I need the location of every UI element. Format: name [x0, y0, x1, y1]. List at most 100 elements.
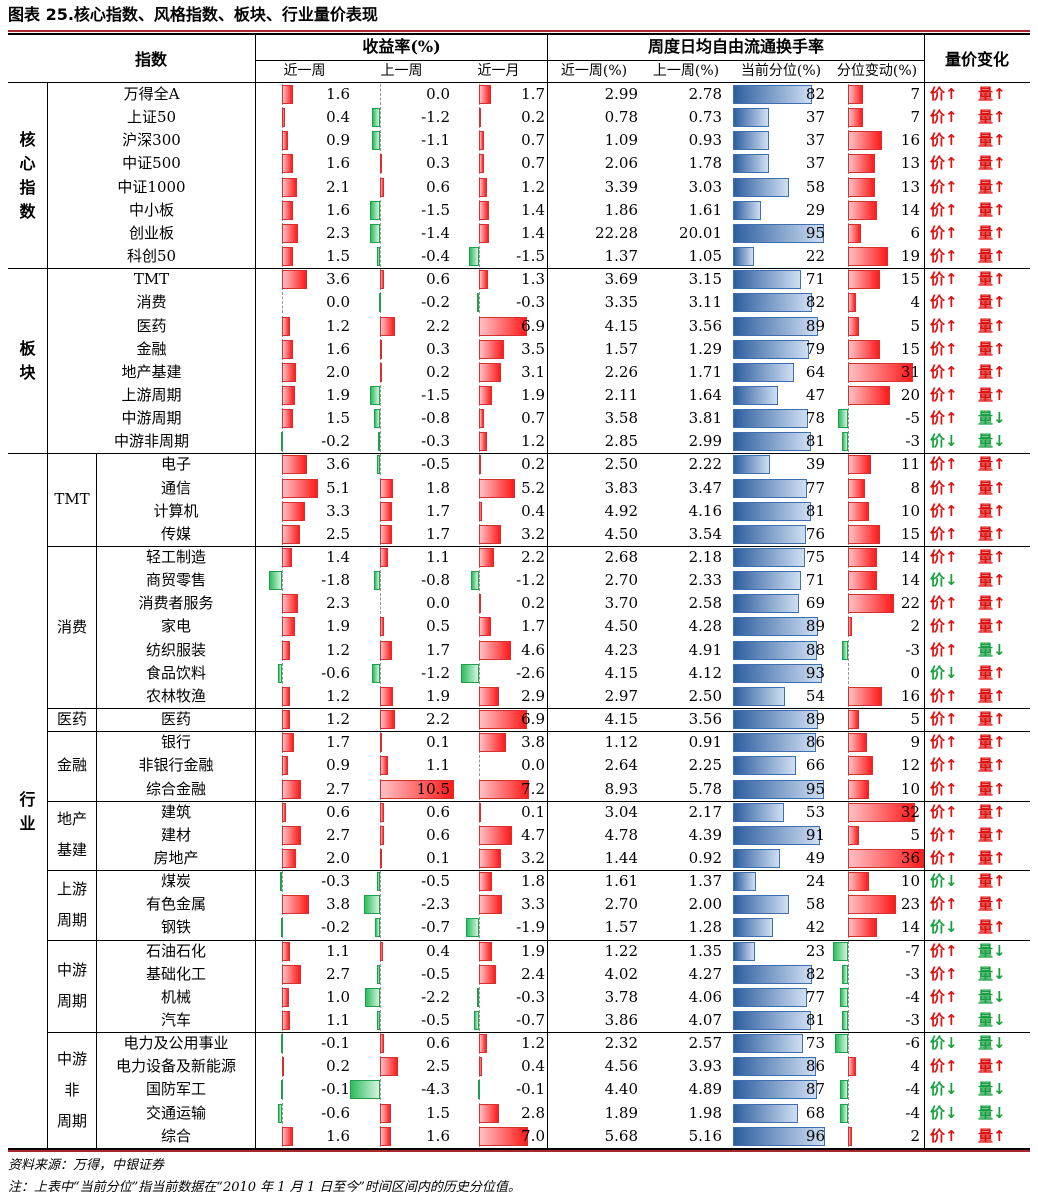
row-name: 石油石化: [145, 941, 206, 960]
return-bar: [282, 964, 301, 984]
return-value: 3.3: [521, 895, 545, 914]
turnover-cell: 0.91: [640, 731, 722, 754]
price-change: 价↑: [930, 986, 958, 1009]
percentile-change-cell: 22: [832, 592, 920, 615]
price-label: 价: [930, 293, 946, 312]
percentile-bar: [733, 223, 825, 243]
percentile-bar: [733, 455, 771, 475]
return-value: 1.4: [521, 200, 545, 219]
return-cell: 0.7: [450, 129, 545, 152]
percentile-change-bar: [848, 1057, 857, 1077]
volume-change: 量↑: [978, 245, 1006, 268]
return-value: 1.2: [521, 177, 545, 196]
arrow-up-icon: ↑: [993, 779, 1006, 798]
percentile-change-cell: 20: [832, 384, 920, 407]
price-label: 价: [930, 270, 946, 289]
return-value: 0.0: [521, 756, 545, 775]
percentile-change-bar: [848, 362, 914, 382]
percentile-change-value: -4: [905, 1080, 920, 1099]
return-cell: 0.2: [256, 1055, 350, 1078]
arrow-up-icon: ↑: [993, 478, 1006, 497]
turnover-cell: 3.56: [640, 315, 722, 338]
turnover-1w-value: 1.89: [604, 1103, 638, 1122]
arrow-down-icon: ↓: [945, 1103, 958, 1122]
return-bar: [465, 918, 479, 938]
percentile-change-bar: [848, 270, 880, 290]
price-change: 价↑: [930, 940, 958, 963]
percentile-change-cell: 14: [832, 916, 920, 939]
turnover-1w-value: 3.69: [604, 270, 638, 289]
return-value: -0.2: [421, 293, 450, 312]
return-cell: 2.7: [256, 963, 350, 986]
return-axis: [282, 1102, 283, 1124]
price-change: 价↑: [930, 152, 958, 175]
arrow-down-icon: ↓: [993, 1103, 1006, 1122]
return-cell: 7.2: [450, 778, 545, 801]
percentile-cell: 75: [733, 546, 829, 569]
percentile-value: 95: [805, 779, 825, 798]
return-value: 0.4: [521, 501, 545, 520]
percentile-change-bar: [848, 779, 869, 799]
row-name: 科创50: [126, 247, 177, 266]
volume-label: 量: [978, 1103, 994, 1122]
arrow-up-icon: ↑: [945, 455, 958, 474]
percentile-cell: 47: [733, 384, 829, 407]
grid-line-vertical: [924, 83, 925, 1148]
volume-label: 量: [978, 478, 994, 497]
return-cell: 0.6: [353, 268, 450, 291]
arrow-up-icon: ↑: [993, 733, 1006, 752]
price-change: 价↑: [930, 731, 958, 754]
volume-change: 量↑: [978, 778, 1006, 801]
percentile-value: 71: [805, 571, 825, 590]
percentile-value: 39: [805, 455, 825, 474]
arrow-up-icon: ↑: [945, 501, 958, 520]
return-bar: [280, 918, 283, 938]
volume-label: 量: [978, 987, 994, 1006]
return-cell: 1.2: [256, 315, 350, 338]
percentile-bar: [733, 617, 819, 637]
price-label: 价: [930, 339, 946, 358]
volume-label: 量: [978, 733, 994, 752]
return-axis: [380, 199, 381, 221]
return-cell: 3.2: [450, 523, 545, 546]
return-bar: [476, 987, 479, 1007]
return-axis: [380, 963, 381, 985]
percentile-change-bar: [841, 432, 848, 452]
turnover-cell: 3.15: [640, 268, 722, 291]
group-label-2: 行 业: [19, 790, 36, 834]
arrow-up-icon: ↑: [993, 270, 1006, 289]
return-bar: [474, 1011, 479, 1030]
percentile-bar: [733, 663, 823, 683]
return-bar: [282, 385, 296, 405]
percentile-value: 58: [805, 177, 825, 196]
turnover-prev-w-value: 5.78: [688, 779, 722, 798]
grid-line-horizontal: [8, 268, 1030, 270]
return-cell: -1.4: [353, 222, 450, 245]
percentile-value: 91: [805, 825, 825, 844]
arrow-up-icon: ↑: [993, 571, 1006, 590]
return-cell: -0.7: [450, 1009, 545, 1032]
return-value: 1.6: [326, 1126, 350, 1145]
return-cell: 4.7: [450, 824, 545, 847]
turnover-cell: 2.11: [548, 384, 638, 407]
percentile-change-value: 14: [900, 548, 920, 566]
return-cell: 1.2: [450, 1032, 545, 1055]
percentile-cell: 42: [733, 916, 829, 939]
turnover-prev-w-value: 3.54: [688, 524, 722, 543]
return-axis: [282, 292, 283, 314]
subgroup-label-0: TMT: [54, 490, 90, 509]
price-change: 价↑: [930, 222, 958, 245]
return-cell: 1.9: [450, 940, 545, 963]
price-change: 价↑: [930, 384, 958, 407]
sub-header-return-1m: 近一月: [477, 63, 520, 79]
turnover-prev-w-value: 1.64: [688, 385, 722, 404]
price-label: 价: [930, 409, 946, 428]
return-bar: [479, 409, 484, 429]
turnover-cell: 1.86: [548, 199, 638, 222]
return-value: 2.2: [426, 316, 450, 335]
return-value: -0.1: [321, 1080, 350, 1099]
grid-line-horizontal: [47, 1032, 1030, 1034]
arrow-down-icon: ↓: [945, 1080, 958, 1099]
arrow-up-icon: ↑: [993, 247, 1006, 266]
return-axis: [479, 246, 480, 268]
